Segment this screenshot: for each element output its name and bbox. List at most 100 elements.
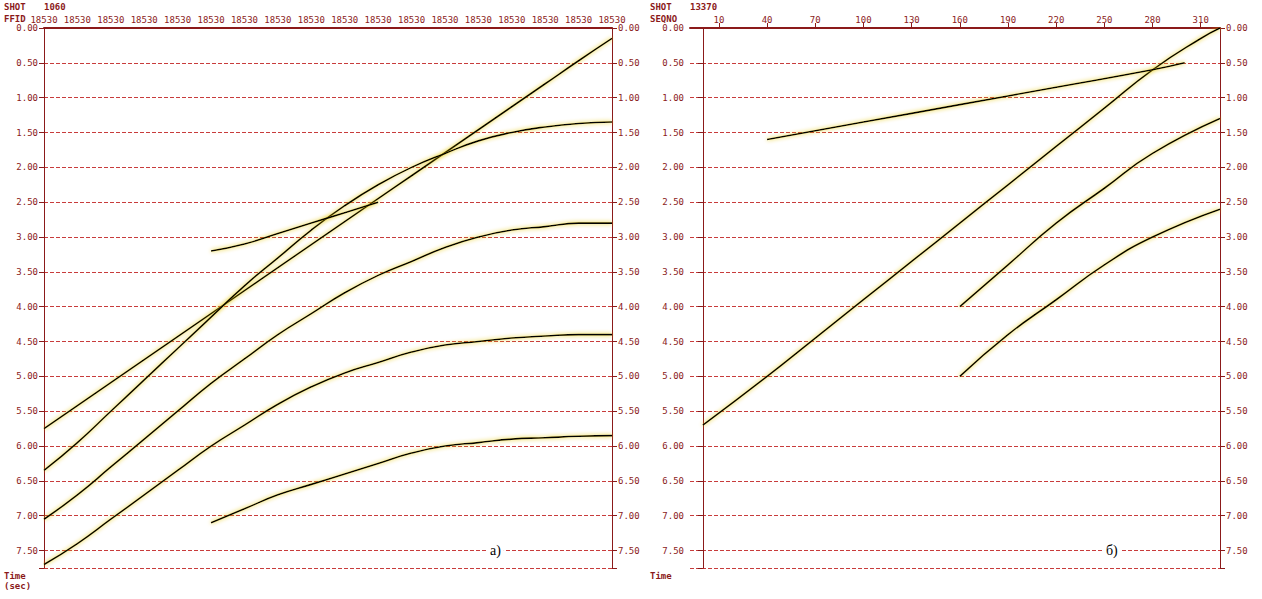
svg-text:7.00: 7.00 bbox=[16, 511, 38, 521]
svg-text:3.50: 3.50 bbox=[1226, 267, 1248, 277]
svg-text:7.50: 7.50 bbox=[662, 546, 684, 556]
svg-text:3.50: 3.50 bbox=[618, 267, 640, 277]
svg-text:18530: 18530 bbox=[97, 15, 124, 25]
svg-text:4.00: 4.00 bbox=[16, 302, 38, 312]
svg-text:6.50: 6.50 bbox=[1226, 476, 1248, 486]
svg-text:1.00: 1.00 bbox=[618, 93, 640, 103]
svg-text:SHOT: SHOT bbox=[4, 2, 26, 12]
svg-text:1.00: 1.00 bbox=[662, 93, 684, 103]
svg-text:5.50: 5.50 bbox=[618, 406, 640, 416]
svg-text:6.00: 6.00 bbox=[618, 441, 640, 451]
svg-text:4.50: 4.50 bbox=[618, 337, 640, 347]
svg-text:190: 190 bbox=[1000, 15, 1016, 25]
svg-text:5.00: 5.00 bbox=[16, 371, 38, 381]
svg-text:18530: 18530 bbox=[465, 15, 492, 25]
svg-text:а): а) bbox=[490, 543, 501, 559]
svg-text:10: 10 bbox=[713, 15, 724, 25]
svg-text:0.50: 0.50 bbox=[662, 58, 684, 68]
svg-text:3.00: 3.00 bbox=[1226, 232, 1248, 242]
svg-text:18530: 18530 bbox=[498, 15, 525, 25]
svg-text:18530: 18530 bbox=[198, 15, 225, 25]
svg-text:5.50: 5.50 bbox=[16, 406, 38, 416]
svg-text:18530: 18530 bbox=[298, 15, 325, 25]
svg-text:130: 130 bbox=[904, 15, 920, 25]
svg-text:220: 220 bbox=[1048, 15, 1064, 25]
svg-text:0.00: 0.00 bbox=[662, 23, 684, 33]
svg-text:18530: 18530 bbox=[131, 15, 158, 25]
svg-text:3.00: 3.00 bbox=[16, 232, 38, 242]
svg-text:1.50: 1.50 bbox=[1226, 128, 1248, 138]
svg-text:1.50: 1.50 bbox=[618, 128, 640, 138]
svg-text:18530: 18530 bbox=[431, 15, 458, 25]
svg-text:3.00: 3.00 bbox=[618, 232, 640, 242]
svg-text:4.00: 4.00 bbox=[1226, 302, 1248, 312]
svg-text:6.50: 6.50 bbox=[618, 476, 640, 486]
svg-text:2.50: 2.50 bbox=[16, 197, 38, 207]
svg-text:1.00: 1.00 bbox=[1226, 93, 1248, 103]
svg-text:6.00: 6.00 bbox=[662, 441, 684, 451]
svg-text:4.00: 4.00 bbox=[662, 302, 684, 312]
svg-text:4.00: 4.00 bbox=[618, 302, 640, 312]
svg-text:SEQNO: SEQNO bbox=[650, 14, 678, 24]
svg-text:18530: 18530 bbox=[331, 15, 358, 25]
svg-text:280: 280 bbox=[1144, 15, 1160, 25]
svg-text:0.00: 0.00 bbox=[1226, 23, 1248, 33]
svg-text:2.50: 2.50 bbox=[1226, 197, 1248, 207]
svg-text:6.00: 6.00 bbox=[1226, 441, 1248, 451]
svg-text:3.50: 3.50 bbox=[16, 267, 38, 277]
svg-text:4.50: 4.50 bbox=[1226, 337, 1248, 347]
svg-text:0.50: 0.50 bbox=[16, 58, 38, 68]
svg-text:7.50: 7.50 bbox=[1226, 546, 1248, 556]
svg-text:18530: 18530 bbox=[164, 15, 191, 25]
svg-text:18530: 18530 bbox=[365, 15, 392, 25]
svg-text:2.00: 2.00 bbox=[1226, 162, 1248, 172]
svg-text:2.50: 2.50 bbox=[662, 197, 684, 207]
svg-text:18530: 18530 bbox=[264, 15, 291, 25]
svg-text:18530: 18530 bbox=[30, 15, 57, 25]
svg-text:0.00: 0.00 bbox=[16, 23, 38, 33]
svg-text:FFID: FFID bbox=[4, 14, 26, 24]
svg-text:1.00: 1.00 bbox=[16, 93, 38, 103]
svg-text:7.00: 7.00 bbox=[618, 511, 640, 521]
svg-text:250: 250 bbox=[1096, 15, 1112, 25]
svg-text:(sec): (sec) bbox=[4, 581, 31, 591]
svg-text:18530: 18530 bbox=[64, 15, 91, 25]
svg-text:2.00: 2.00 bbox=[618, 162, 640, 172]
svg-text:3.50: 3.50 bbox=[662, 267, 684, 277]
svg-text:7.00: 7.00 bbox=[662, 511, 684, 521]
svg-text:2.50: 2.50 bbox=[618, 197, 640, 207]
svg-text:7.50: 7.50 bbox=[16, 546, 38, 556]
svg-text:1060: 1060 bbox=[44, 2, 66, 12]
svg-text:0.50: 0.50 bbox=[618, 58, 640, 68]
svg-text:4.50: 4.50 bbox=[662, 337, 684, 347]
svg-text:3.00: 3.00 bbox=[662, 232, 684, 242]
svg-text:100: 100 bbox=[855, 15, 871, 25]
svg-text:0.00: 0.00 bbox=[618, 23, 640, 33]
svg-text:18530: 18530 bbox=[565, 15, 592, 25]
svg-text:SHOT: SHOT bbox=[650, 2, 672, 12]
svg-text:5.00: 5.00 bbox=[1226, 371, 1248, 381]
svg-text:5.00: 5.00 bbox=[662, 371, 684, 381]
svg-text:5.50: 5.50 bbox=[662, 406, 684, 416]
svg-text:13370: 13370 bbox=[690, 2, 717, 12]
svg-text:Time: Time bbox=[4, 571, 26, 581]
svg-text:7.00: 7.00 bbox=[1226, 511, 1248, 521]
svg-text:2.00: 2.00 bbox=[16, 162, 38, 172]
svg-text:4.50: 4.50 bbox=[16, 337, 38, 347]
svg-text:40: 40 bbox=[762, 15, 773, 25]
svg-text:6.50: 6.50 bbox=[16, 476, 38, 486]
svg-text:310: 310 bbox=[1193, 15, 1209, 25]
svg-text:18530: 18530 bbox=[598, 15, 625, 25]
svg-text:18530: 18530 bbox=[532, 15, 559, 25]
svg-text:70: 70 bbox=[810, 15, 821, 25]
svg-text:6.50: 6.50 bbox=[662, 476, 684, 486]
svg-text:6.00: 6.00 bbox=[16, 441, 38, 451]
svg-text:1.50: 1.50 bbox=[662, 128, 684, 138]
svg-text:1.50: 1.50 bbox=[16, 128, 38, 138]
svg-text:2.00: 2.00 bbox=[662, 162, 684, 172]
svg-text:160: 160 bbox=[952, 15, 968, 25]
svg-text:б): б) bbox=[1106, 543, 1118, 559]
svg-text:7.50: 7.50 bbox=[618, 546, 640, 556]
svg-text:18530: 18530 bbox=[398, 15, 425, 25]
svg-text:Time: Time bbox=[650, 571, 672, 581]
